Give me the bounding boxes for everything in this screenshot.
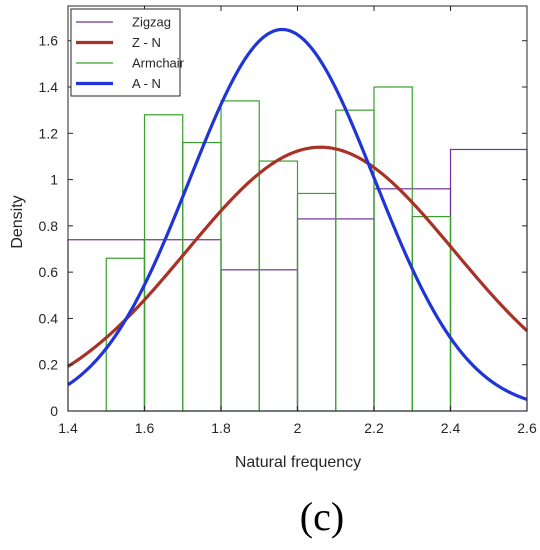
legend: Zigzag Z - N Armchair A - N (70, 8, 185, 97)
y-tick-label: 0.6 (39, 264, 59, 280)
y-tick-label: 0 (50, 403, 58, 419)
z-n-curve (67, 145, 529, 368)
x-tick-label: 2.2 (364, 420, 384, 436)
legend-label: Zigzag (132, 15, 171, 30)
x-tick-label: 2.4 (441, 420, 461, 436)
y-tick-label: 0.8 (39, 218, 59, 234)
y-tick-label: 1.4 (39, 79, 59, 95)
legend-label: Armchair (132, 56, 185, 71)
x-tick-label: 1.8 (211, 420, 231, 436)
y-tick-label: 0.4 (39, 310, 59, 326)
a-n-curve (67, 27, 528, 401)
legend-label: Z - N (132, 35, 161, 50)
x-tick-label: 2.6 (517, 420, 537, 436)
legend-box (70, 8, 181, 97)
y-tick-label: 1 (50, 172, 58, 188)
x-axis-label: Natural frequency (235, 454, 361, 471)
plot-area (67, 5, 529, 412)
legend-label: A - N (132, 76, 161, 91)
x-tick-label: 1.6 (135, 420, 155, 436)
x-tick-label: 2 (294, 420, 302, 436)
x-tick-label: 1.4 (58, 420, 78, 436)
x-tick-labels: 1.4 1.6 1.8 2 2.2 2.4 2.6 (58, 420, 537, 436)
y-axis-label: Density (9, 195, 26, 248)
y-tick-label: 0.2 (39, 357, 59, 373)
y-tick-label: 1.2 (39, 125, 59, 141)
y-tick-labels: 0 0.2 0.4 0.6 0.8 1 1.2 1.4 1.6 (39, 33, 59, 419)
panel-label: (c) (300, 494, 344, 539)
y-tick-label: 1.6 (39, 33, 59, 49)
fit-curves (67, 27, 529, 401)
